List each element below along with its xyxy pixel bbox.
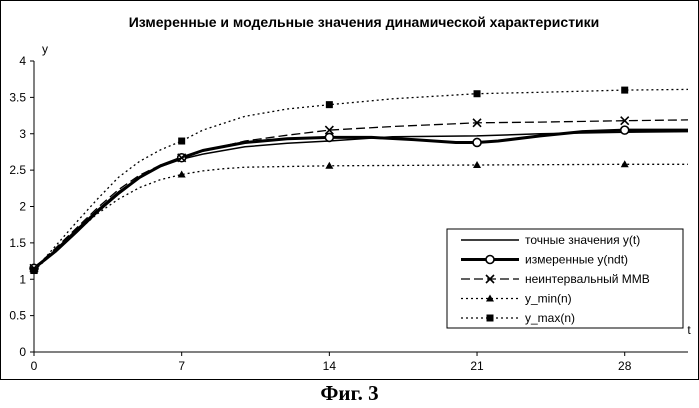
data-point-square bbox=[621, 87, 628, 94]
y-tick-label: 2 bbox=[19, 200, 26, 214]
data-point-circle bbox=[473, 138, 481, 146]
x-tick-label: 21 bbox=[470, 359, 484, 373]
data-point-triangle bbox=[473, 161, 481, 168]
data-point-square bbox=[487, 315, 494, 322]
figure-caption: Фиг. 3 bbox=[0, 381, 699, 406]
data-point-circle bbox=[621, 126, 629, 134]
y-tick-label: 1 bbox=[19, 272, 26, 286]
data-point-square bbox=[326, 101, 333, 108]
y-axis-label: y bbox=[42, 42, 48, 56]
legend-label: измеренные y(ndt) bbox=[525, 253, 628, 267]
x-tick-label: 7 bbox=[178, 359, 185, 373]
line-chart: Измеренные и модельные значения динамиче… bbox=[1, 1, 698, 379]
legend-label: y_max(n) bbox=[525, 311, 575, 325]
y-tick-label: 1.5 bbox=[9, 236, 26, 250]
data-point-square bbox=[178, 138, 185, 145]
y-tick-label: 3 bbox=[19, 127, 26, 141]
legend-label: точные значения y(t) bbox=[525, 233, 640, 247]
data-point-circle bbox=[325, 133, 333, 141]
y-tick-label: 0 bbox=[19, 345, 26, 359]
y-tick-label: 2.5 bbox=[9, 163, 26, 177]
y-tick-label: 4 bbox=[19, 54, 26, 68]
x-tick-label: 14 bbox=[323, 359, 337, 373]
data-point-circle bbox=[486, 256, 494, 264]
data-point-square bbox=[474, 90, 481, 97]
legend: точные значения y(t) измеренные y(ndt) неи… bbox=[447, 229, 683, 328]
y-tick-label: 0.5 bbox=[9, 309, 26, 323]
data-point-square bbox=[31, 267, 38, 274]
data-point-triangle bbox=[325, 162, 333, 169]
y-tick-label: 3.5 bbox=[9, 90, 26, 104]
x-axis-label: t bbox=[687, 323, 691, 337]
chart-frame: Измеренные и модельные значения динамиче… bbox=[0, 0, 699, 380]
legend-label: y_min(n) bbox=[525, 292, 572, 306]
x-tick-label: 0 bbox=[31, 359, 38, 373]
chart-title: Измеренные и модельные значения динамиче… bbox=[129, 14, 600, 30]
legend-label: неинтервальный ММВ bbox=[525, 272, 650, 286]
x-tick-label: 28 bbox=[618, 359, 632, 373]
